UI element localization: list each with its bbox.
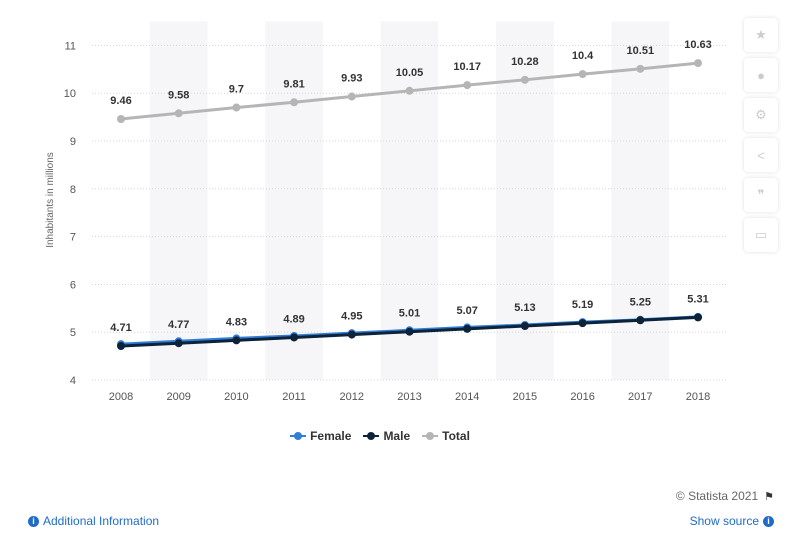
data-label-male: 5.25 [630,296,651,308]
data-point-male [232,336,241,345]
data-label-total: 9.46 [110,95,131,107]
data-point-male [463,324,472,333]
data-label-total: 9.81 [283,78,304,90]
x-tick-label: 2009 [166,391,190,403]
legend-male-symbol [363,431,380,441]
info-icon: i [28,515,39,527]
show-source-link[interactable]: Show source i [690,514,774,528]
data-point-male [347,330,356,339]
legend-item-total[interactable]: Total [422,429,470,443]
data-label-total: 10.28 [511,56,539,68]
series-group [117,59,702,351]
data-label-total: 9.58 [168,89,189,101]
data-label-male: 5.01 [399,308,420,320]
y-tick-label: 5 [70,327,76,339]
credit-text[interactable]: © Statista 2021 [675,489,759,503]
data-label-total: 10.63 [684,39,712,51]
additional-info-link[interactable]: i Additional Information [28,514,159,528]
legend-female-label: Female [310,429,352,443]
data-label-male: 4.71 [110,322,131,334]
x-tick-label: 2016 [570,391,594,403]
data-point-total [520,75,529,84]
data-label-male: 4.95 [341,311,362,323]
x-tick-label: 2018 [686,391,710,403]
plot-band [149,21,208,380]
y-tick-label: 9 [70,136,76,148]
data-labels-group: 4.71 4.77 4.83 4.89 4.95 5.01 5.07 5.13 5.19 5.25… [110,39,711,334]
data-point-male [405,327,414,336]
data-label-male: 4.77 [168,319,189,331]
data-point-male [174,339,183,348]
legend: Female Male Total [0,429,760,443]
x-tick-label: 2012 [340,391,364,403]
info-icon: i [763,515,774,527]
data-label-total: 9.93 [341,73,362,85]
y-tick-label: 6 [70,279,76,291]
x-tick-label: 2014 [455,391,479,403]
plot-band [380,21,439,380]
y-tick-label: 4 [70,375,76,387]
data-label-total: 9.7 [229,84,244,96]
additional-info-label: Additional Information [43,514,160,528]
share-icon[interactable]: < [744,138,778,172]
x-tick-label: 2015 [513,391,537,403]
data-label-total: 10.4 [572,50,594,62]
show-source-label: Show source [689,514,759,528]
x-axis-ticks: 2008 2009 2010 2011 2012 2013 2014 2015 2016 2017… [109,391,710,403]
data-label-male: 5.19 [572,299,593,311]
chart-toolbar: ★ ● ⚙ < ❞ ▭ [744,18,780,258]
data-point-male [117,342,125,351]
legend-item-male[interactable]: Male [363,429,410,443]
data-point-total [694,59,702,68]
data-point-total [405,86,414,95]
data-point-male [578,319,587,328]
legend-total-label: Total [442,429,470,443]
data-label-total: 10.51 [627,45,655,57]
legend-total-symbol [422,431,439,441]
y-tick-label: 8 [70,184,76,196]
legend-male-label: Male [383,429,411,443]
data-label-male: 5.31 [687,293,708,305]
data-point-total [117,115,125,124]
quote-icon[interactable]: ❞ [744,178,778,212]
y-axis-label: Inhabitants in millions [45,152,56,248]
bell-icon[interactable]: ● [744,58,778,92]
x-tick-label: 2008 [109,391,133,403]
legend-item-female[interactable]: Female [290,429,351,443]
data-point-male [520,321,529,330]
print-icon[interactable]: ▭ [744,218,778,252]
data-point-male [636,316,645,325]
legend-female-symbol [290,431,307,441]
star-icon[interactable]: ★ [744,18,778,52]
y-tick-label: 11 [65,40,76,52]
data-point-total [578,70,587,79]
data-label-male: 5.07 [456,305,477,317]
data-point-total [290,98,299,107]
y-tick-label: 7 [70,232,76,244]
data-label-total: 10.17 [453,61,481,73]
flag-icon[interactable]: ⚑ [764,490,774,503]
data-point-total [636,64,645,73]
x-tick-label: 2017 [628,391,652,403]
x-tick-label: 2013 [397,391,421,403]
gear-icon[interactable]: ⚙ [744,98,778,132]
data-label-male: 4.83 [226,316,247,328]
credit: © Statista 2021 ⚑ [676,489,774,503]
data-point-total [174,109,183,118]
x-tick-label: 2011 [282,391,306,403]
y-axis-ticks: 4 5 6 7 8 9 10 11 [64,40,76,387]
data-point-male [290,333,299,342]
data-point-total [232,103,241,112]
plot-band [265,21,323,380]
plot-band [611,21,670,380]
data-point-total [347,92,356,101]
data-label-male: 5.13 [514,302,535,314]
data-point-male [694,313,702,322]
data-point-total [463,81,472,90]
data-label-male: 4.89 [283,313,304,325]
data-label-total: 10.05 [396,67,424,79]
y-tick-label: 10 [64,88,76,100]
x-tick-label: 2010 [224,391,248,403]
